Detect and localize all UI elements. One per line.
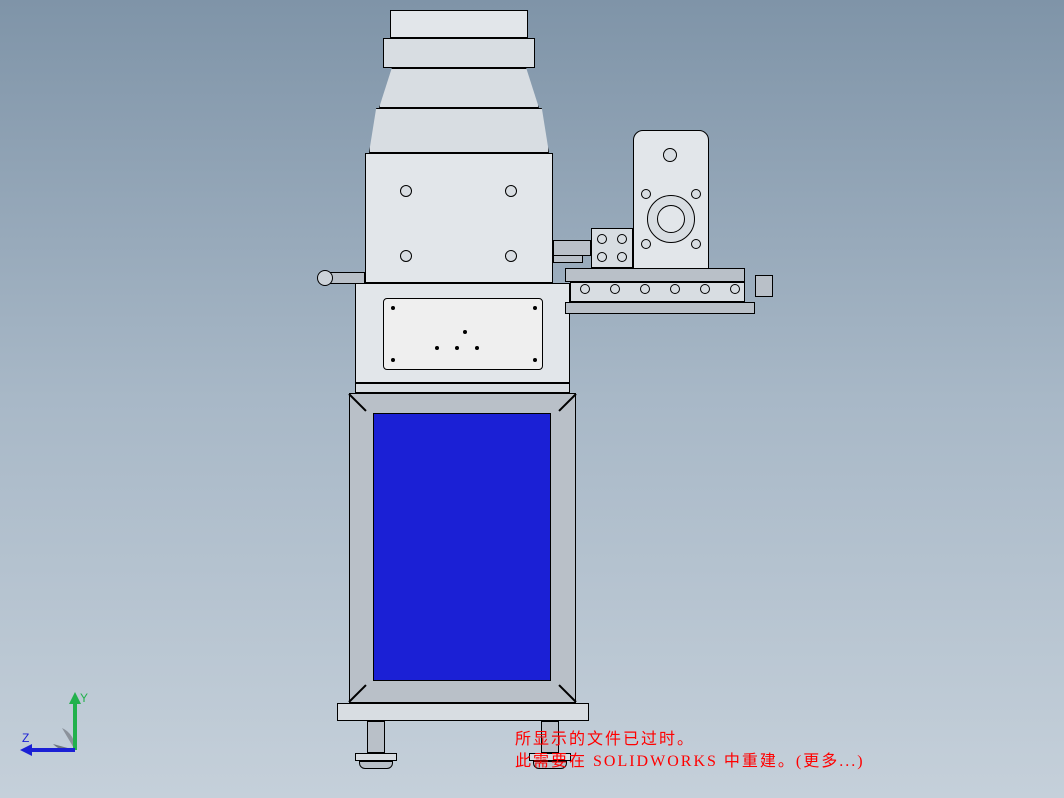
cad-viewport[interactable]: Y Z 所显示的文件已过时。 此需要在 SOLIDWORKS 中重建。(更多..… (0, 0, 1064, 798)
axis-label-z: Z (22, 731, 29, 745)
warning-line1: 所显示的文件已过时。 (515, 731, 695, 748)
rebuild-warning-message[interactable]: 所显示的文件已过时。 此需要在 SOLIDWORKS 中重建。(更多...) (515, 729, 865, 773)
view-orientation-triad[interactable]: Y Z (20, 688, 110, 778)
axis-label-y: Y (80, 691, 88, 705)
cad-model (355, 0, 795, 798)
warning-line2[interactable]: 此需要在 SOLIDWORKS 中重建。(更多...) (515, 753, 865, 770)
